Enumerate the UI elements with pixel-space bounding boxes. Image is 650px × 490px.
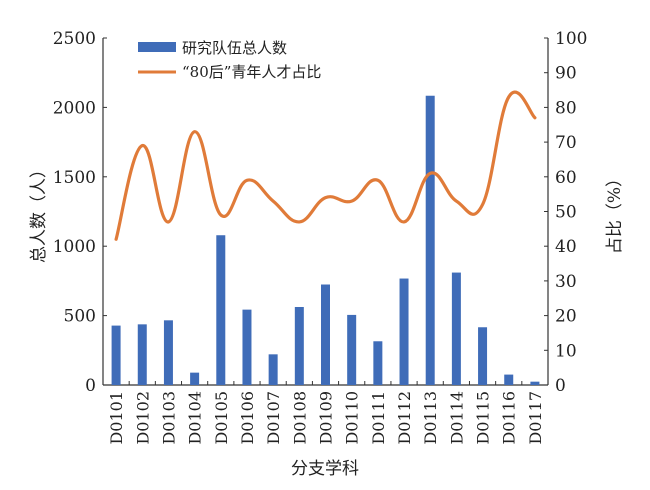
y-tick-label: 1000 xyxy=(53,237,96,257)
bar-D0109 xyxy=(321,285,330,385)
bar-D0114 xyxy=(452,273,461,385)
y2-tick-label: 50 xyxy=(555,203,577,223)
x-tick-label: D0117 xyxy=(526,391,545,445)
x-tick-label: D0107 xyxy=(264,391,283,445)
bar-D0111 xyxy=(373,341,382,385)
y-tick-label: 0 xyxy=(85,376,96,396)
legend-swatch-bar xyxy=(138,42,176,52)
bar-D0101 xyxy=(112,326,121,385)
bar-D0107 xyxy=(269,354,278,385)
x-axis-title: 分支学科 xyxy=(291,459,359,479)
legend-label-bar: 研究队伍总人数 xyxy=(182,39,287,57)
x-tick-label: D0103 xyxy=(159,391,178,445)
line-series xyxy=(116,92,535,239)
bar-D0115 xyxy=(478,327,487,385)
x-tick-label: D0108 xyxy=(290,391,309,445)
y2-tick-label: 90 xyxy=(555,64,577,84)
x-tick-label: D0113 xyxy=(421,391,440,445)
bar-D0103 xyxy=(164,320,173,385)
y2-tick-label: 60 xyxy=(555,168,577,188)
x-tick-label: D0114 xyxy=(447,391,466,445)
x-tick-label: D0116 xyxy=(500,391,519,445)
bar-D0106 xyxy=(242,310,251,385)
y2-tick-label: 20 xyxy=(555,307,577,327)
x-tick-label: D0102 xyxy=(133,391,152,445)
bar-D0105 xyxy=(216,235,225,385)
y2-tick-label: 100 xyxy=(555,29,587,49)
bar-D0102 xyxy=(138,324,147,385)
x-tick-label: D0109 xyxy=(317,391,336,445)
x-tick-label: D0115 xyxy=(474,391,493,445)
y2-tick-label: 40 xyxy=(555,237,577,257)
y-tick-label: 1500 xyxy=(53,168,96,188)
x-tick-label: D0101 xyxy=(107,391,126,445)
y-tick-label: 500 xyxy=(64,307,96,327)
bar-D0117 xyxy=(530,382,539,385)
x-tick-label: D0112 xyxy=(395,391,414,445)
y2-tick-label: 0 xyxy=(555,376,566,396)
x-tick-label: D0110 xyxy=(343,391,362,445)
bar-D0113 xyxy=(426,96,435,385)
bar-D0108 xyxy=(295,307,304,385)
bar-D0112 xyxy=(400,279,409,385)
y-axis-title: 总人数（人） xyxy=(29,161,49,263)
y2-tick-label: 30 xyxy=(555,272,577,292)
y-tick-label: 2000 xyxy=(53,98,96,118)
y2-tick-label: 10 xyxy=(555,341,577,361)
x-tick-label: D0111 xyxy=(369,391,388,445)
bar-D0116 xyxy=(504,375,513,385)
y2-tick-label: 80 xyxy=(555,98,577,118)
bar-D0104 xyxy=(190,373,199,385)
legend-label-line: “80后”青年人才占比 xyxy=(182,63,321,81)
legend: 研究队伍总人数 “80后”青年人才占比 xyxy=(138,39,321,81)
x-tick-label: D0104 xyxy=(186,391,205,445)
x-tick-label: D0105 xyxy=(212,391,231,445)
bars xyxy=(112,96,540,385)
x-tick-label: D0106 xyxy=(238,391,257,445)
bar-D0110 xyxy=(347,315,356,385)
line-path xyxy=(116,92,535,239)
y-tick-label: 2500 xyxy=(53,29,96,49)
y2-tick-label: 70 xyxy=(555,133,577,153)
y2-axis-title: 占比（%） xyxy=(605,170,625,254)
